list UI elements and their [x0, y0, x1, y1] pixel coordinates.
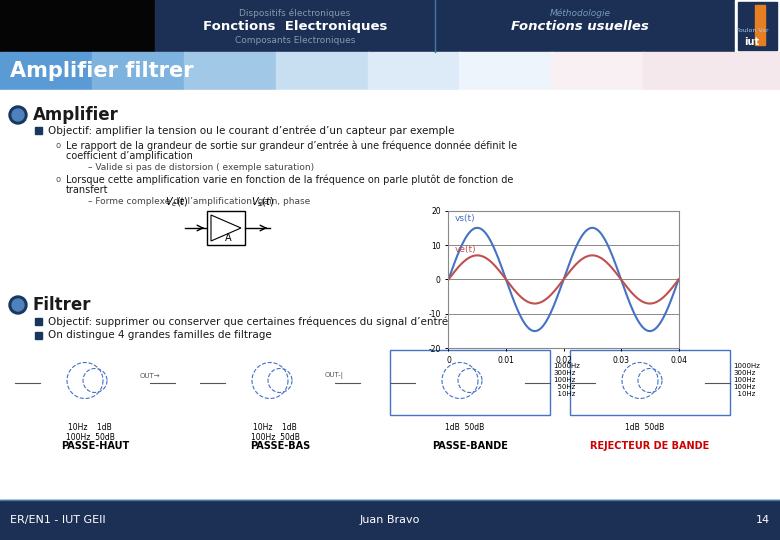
Text: OUT→: OUT→	[140, 373, 161, 379]
Circle shape	[9, 296, 27, 314]
Text: Dispositifs électroniques: Dispositifs électroniques	[239, 9, 351, 18]
Text: – Valide si pas de distorsion ( exemple saturation): – Valide si pas de distorsion ( exemple …	[88, 163, 314, 172]
Bar	[35, 318, 42, 325]
Bar	[459, 52, 552, 90]
Text: Fonctions usuelles: Fonctions usuelles	[511, 20, 649, 33]
Bar	[92, 52, 185, 90]
Text: OUT-|: OUT-|	[325, 372, 344, 379]
Text: Le rapport de la grandeur de sortie sur grandeur d’entrée à une fréquence donnée: Le rapport de la grandeur de sortie sur …	[66, 141, 517, 151]
Text: PASSE-BAS: PASSE-BAS	[250, 441, 310, 451]
Bar	[275, 52, 368, 90]
Bar	[0, 0, 155, 52]
Text: Juan Bravo: Juan Bravo	[360, 515, 420, 525]
Text: REJECTEUR DE BANDE: REJECTEUR DE BANDE	[590, 441, 710, 451]
Text: coefficient d’amplification: coefficient d’amplification	[66, 151, 193, 161]
Text: Lorsque cette amplification varie en fonction de la fréquence on parle plutôt de: Lorsque cette amplification varie en fon…	[66, 175, 513, 185]
Text: iut: iut	[744, 37, 760, 47]
Bar	[738, 2, 777, 50]
Text: 14: 14	[756, 515, 770, 525]
Text: Filtrer: Filtrer	[33, 296, 91, 314]
Text: Amplifier filtrer: Amplifier filtrer	[10, 61, 193, 81]
Text: 1dB  50dB: 1dB 50dB	[626, 423, 665, 432]
Bar	[0, 90, 780, 502]
Circle shape	[12, 109, 24, 121]
Text: transfert: transfert	[66, 185, 108, 195]
Bar	[755, 5, 765, 45]
Text: 10Hz    1dB
100Hz  50dB: 10Hz 1dB 100Hz 50dB	[250, 423, 300, 442]
Bar	[155, 0, 435, 52]
Bar	[35, 127, 42, 134]
Text: Objectif: supprimer ou conserver que certaines fréquences du signal d’entrée: Objectif: supprimer ou conserver que cer…	[48, 316, 455, 327]
Text: ve(t): ve(t)	[454, 245, 476, 254]
Text: $V_e(t)$: $V_e(t)$	[165, 195, 189, 209]
Text: Objectif: amplifier la tension ou le courant d’entrée d’un capteur par exemple: Objectif: amplifier la tension ou le cou…	[48, 125, 455, 136]
Circle shape	[12, 299, 24, 311]
Text: Composants Electroniques: Composants Electroniques	[235, 36, 355, 45]
Text: $V_s(t)$: $V_s(t)$	[251, 195, 274, 209]
Text: A: A	[225, 233, 232, 243]
Text: Toulon Var: Toulon Var	[736, 28, 768, 32]
Bar	[35, 332, 42, 339]
Polygon shape	[211, 215, 241, 241]
Bar	[367, 52, 460, 90]
Text: – Forme complexe de l’amplification: gain, phase: – Forme complexe de l’amplification: gai…	[88, 197, 310, 206]
Text: o: o	[55, 141, 60, 151]
Bar	[0, 52, 93, 90]
Text: Amplifier: Amplifier	[33, 106, 119, 124]
Bar	[551, 52, 644, 90]
Circle shape	[9, 106, 27, 124]
Text: o: o	[55, 176, 60, 185]
Bar	[207, 211, 245, 245]
Text: 1000Hz
300Hz
100Hz
100Hz
  10Hz: 1000Hz 300Hz 100Hz 100Hz 10Hz	[733, 363, 760, 397]
Text: 10Hz    1dB
100Hz  50dB: 10Hz 1dB 100Hz 50dB	[66, 423, 115, 442]
Bar	[735, 52, 780, 90]
Bar	[0, 500, 780, 540]
Text: 1dB  50dB: 1dB 50dB	[445, 423, 484, 432]
Text: Méthodologie: Méthodologie	[549, 9, 611, 18]
Text: On distingue 4 grandes familles de filtrage: On distingue 4 grandes familles de filtr…	[48, 330, 271, 341]
Text: Fonctions  Electroniques: Fonctions Electroniques	[203, 20, 387, 33]
Bar	[735, 0, 780, 52]
Bar	[570, 350, 730, 415]
Bar	[435, 0, 735, 52]
Bar	[390, 350, 550, 415]
Text: 1000Hz
300Hz
100Hz
  50Hz
  10Hz: 1000Hz 300Hz 100Hz 50Hz 10Hz	[553, 363, 580, 397]
Text: PASSE-BANDE: PASSE-BANDE	[432, 441, 508, 451]
Text: ER/EN1 - IUT GEII: ER/EN1 - IUT GEII	[10, 515, 105, 525]
Bar	[644, 52, 736, 90]
Text: vs(t): vs(t)	[454, 214, 475, 223]
Bar	[184, 52, 277, 90]
Text: PASSE-HAUT: PASSE-HAUT	[61, 441, 129, 451]
